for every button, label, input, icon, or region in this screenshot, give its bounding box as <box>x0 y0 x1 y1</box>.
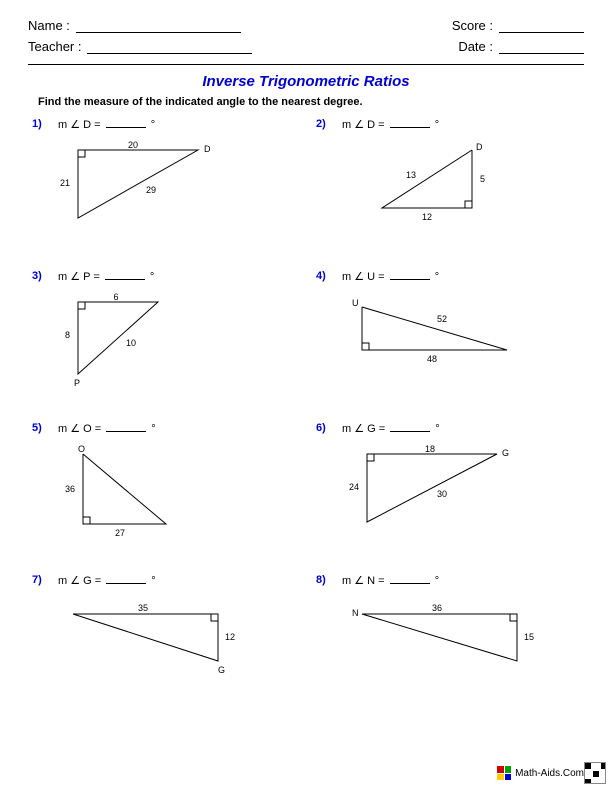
answer-blank[interactable] <box>106 118 146 128</box>
svg-text:12: 12 <box>225 632 235 642</box>
svg-text:29: 29 <box>146 185 156 195</box>
svg-text:21: 21 <box>60 178 70 188</box>
svg-text:D: D <box>476 142 483 152</box>
answer-blank[interactable] <box>390 574 430 584</box>
triangle-diagram: 36 27 O <box>58 444 208 549</box>
svg-text:35: 35 <box>138 603 148 613</box>
problem-8: 8) m ∠ N = ° 36 15 N <box>316 574 580 702</box>
header-row-1: Name : Score : <box>28 18 584 33</box>
svg-text:G: G <box>218 665 225 675</box>
teacher-field: Teacher : <box>28 39 252 54</box>
score-field: Score : <box>452 18 584 33</box>
triangle-diagram: 18 24 30 G <box>342 444 532 544</box>
answer-blank[interactable] <box>105 270 145 280</box>
answer-blank[interactable] <box>106 422 146 432</box>
problems-grid: 1) m ∠ D = ° 20 21 29 D 2) m ∠ D = ° <box>28 118 584 702</box>
answer-blank[interactable] <box>106 574 146 584</box>
problem-number: 1) <box>32 118 42 130</box>
svg-text:G: G <box>502 448 509 458</box>
problem-2: 2) m ∠ D = ° 13 5 12 D <box>316 118 580 246</box>
triangle-diagram: 20 21 29 D <box>58 140 228 235</box>
divider <box>28 64 584 65</box>
svg-text:6: 6 <box>113 292 118 302</box>
problem-question: m ∠ U = ° <box>342 270 439 283</box>
svg-text:12: 12 <box>422 212 432 222</box>
svg-text:36: 36 <box>432 603 442 613</box>
problem-7: 7) m ∠ G = ° 35 12 G <box>32 574 296 702</box>
triangle-diagram: 36 15 N <box>342 596 542 686</box>
footer: Math-Aids.Com <box>497 766 584 780</box>
problem-question: m ∠ D = ° <box>58 118 155 131</box>
problem-number: 6) <box>316 422 326 434</box>
score-blank[interactable] <box>499 19 584 33</box>
name-label: Name : <box>28 18 70 33</box>
problem-question: m ∠ G = ° <box>342 422 440 435</box>
problem-number: 7) <box>32 574 42 586</box>
problem-1: 1) m ∠ D = ° 20 21 29 D <box>32 118 296 246</box>
svg-text:10: 10 <box>126 338 136 348</box>
problem-number: 2) <box>316 118 326 130</box>
worksheet-page: Name : Score : Teacher : Date : Inverse … <box>0 0 612 720</box>
date-label: Date : <box>458 39 493 54</box>
svg-text:P: P <box>74 378 80 388</box>
svg-text:48: 48 <box>427 354 437 364</box>
footer-logo-icon <box>497 766 511 780</box>
problem-3: 3) m ∠ P = ° 6 8 10 P <box>32 270 296 398</box>
svg-text:36: 36 <box>65 484 75 494</box>
svg-text:27: 27 <box>115 528 125 538</box>
qr-code-icon <box>584 762 606 784</box>
svg-text:8: 8 <box>65 330 70 340</box>
svg-text:5: 5 <box>480 174 485 184</box>
svg-text:U: U <box>352 298 359 308</box>
problem-question: m ∠ P = ° <box>58 270 154 283</box>
name-field: Name : <box>28 18 241 33</box>
instruction: Find the measure of the indicated angle … <box>38 96 584 108</box>
svg-text:O: O <box>78 444 85 454</box>
triangle-diagram: 35 12 G <box>58 596 248 691</box>
teacher-label: Teacher : <box>28 39 81 54</box>
name-blank[interactable] <box>76 19 241 33</box>
svg-text:20: 20 <box>128 140 138 150</box>
answer-blank[interactable] <box>390 270 430 280</box>
svg-text:30: 30 <box>437 489 447 499</box>
svg-text:52: 52 <box>437 314 447 324</box>
svg-text:N: N <box>352 608 359 618</box>
svg-text:15: 15 <box>524 632 534 642</box>
problem-number: 5) <box>32 422 42 434</box>
page-title: Inverse Trigonometric Ratios <box>28 73 584 90</box>
teacher-blank[interactable] <box>87 40 252 54</box>
problem-number: 4) <box>316 270 326 282</box>
triangle-diagram: 52 48 U <box>342 292 532 377</box>
triangle-diagram: 13 5 12 D <box>342 140 512 245</box>
header-row-2: Teacher : Date : <box>28 39 584 54</box>
date-field: Date : <box>458 39 584 54</box>
svg-text:D: D <box>204 144 211 154</box>
problem-4: 4) m ∠ U = ° 52 48 U <box>316 270 580 398</box>
date-blank[interactable] <box>499 40 584 54</box>
problem-6: 6) m ∠ G = ° 18 24 30 G <box>316 422 580 550</box>
answer-blank[interactable] <box>390 422 430 432</box>
problem-question: m ∠ G = ° <box>58 574 156 587</box>
problem-question: m ∠ N = ° <box>342 574 439 587</box>
svg-text:24: 24 <box>349 482 359 492</box>
triangle-diagram: 6 8 10 P <box>58 292 228 397</box>
problem-question: m ∠ D = ° <box>342 118 439 131</box>
svg-text:18: 18 <box>425 444 435 454</box>
footer-text: Math-Aids.Com <box>515 768 584 779</box>
problem-5: 5) m ∠ O = ° 36 27 O <box>32 422 296 550</box>
problem-question: m ∠ O = ° <box>58 422 156 435</box>
problem-number: 3) <box>32 270 42 282</box>
score-label: Score : <box>452 18 493 33</box>
svg-text:13: 13 <box>406 170 416 180</box>
answer-blank[interactable] <box>390 118 430 128</box>
problem-number: 8) <box>316 574 326 586</box>
